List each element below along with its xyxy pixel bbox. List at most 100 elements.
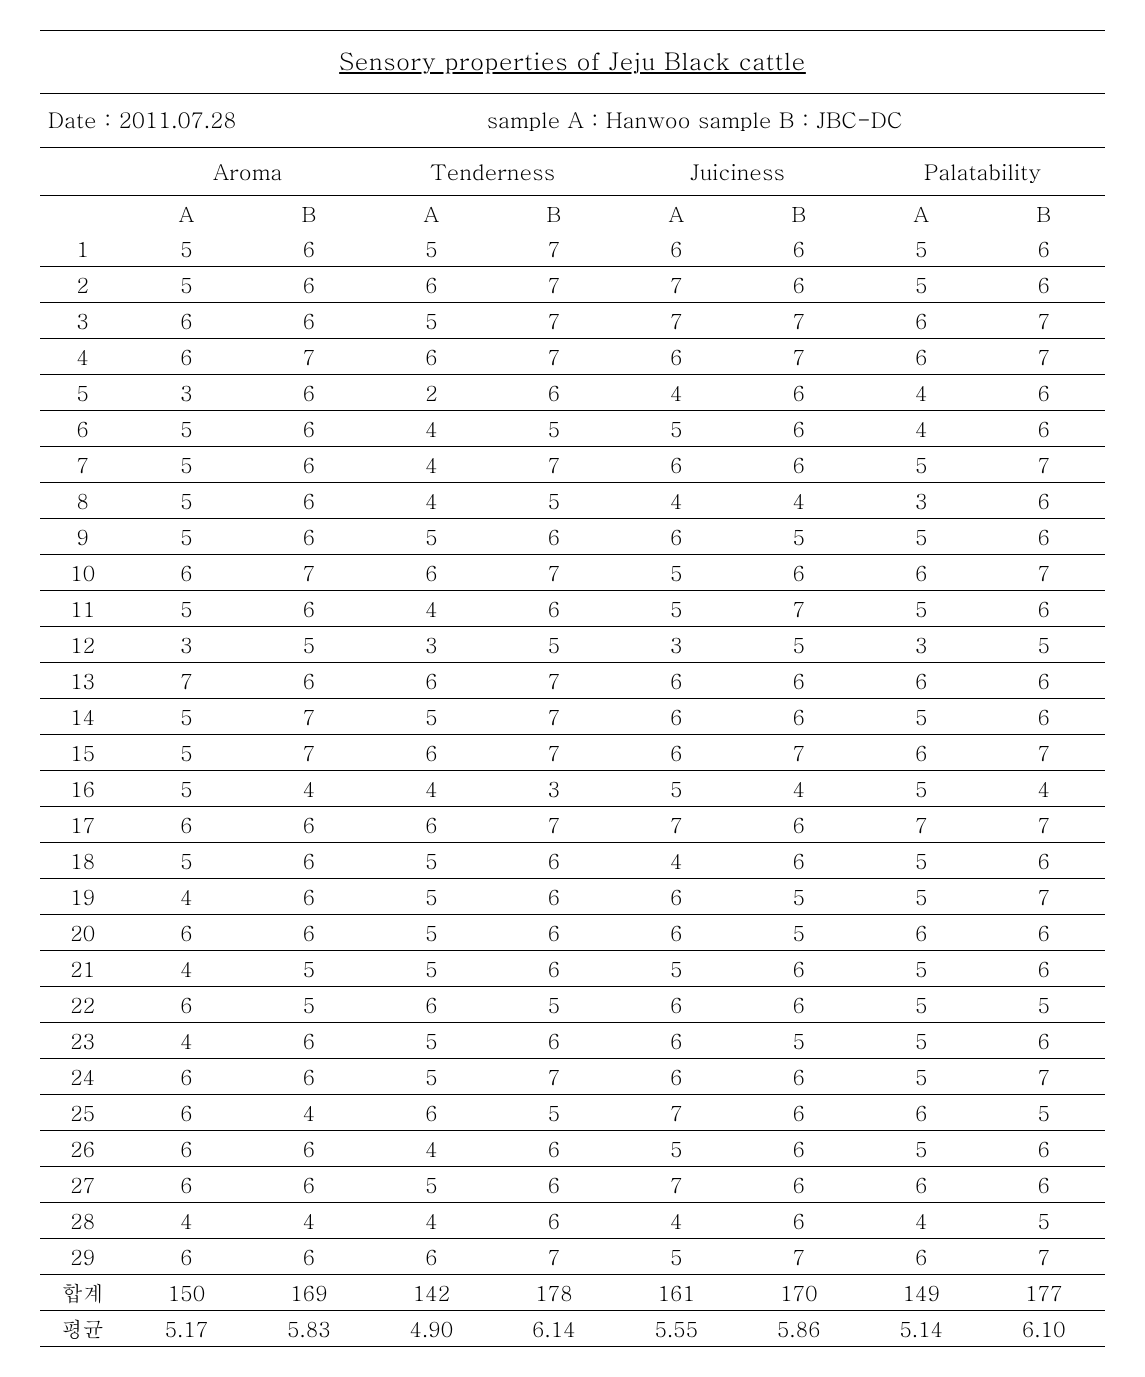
cell-value: 4 [370,1131,492,1167]
row-number: 3 [40,303,125,339]
cell-value: 6 [248,915,370,951]
cell-value: 6 [493,519,615,555]
cell-value: 7 [738,1239,860,1275]
cell-value: 6 [982,1131,1105,1167]
cell-value: 6 [493,375,615,411]
cell-value: 5 [125,771,247,807]
table-row: 256677656 [40,267,1105,303]
cell-value: 6 [248,591,370,627]
cell-value: 2 [370,375,492,411]
cell-value: 6 [248,483,370,519]
row-number: 2 [40,267,125,303]
cell-value: 6 [982,519,1105,555]
cell-value: 5 [493,1095,615,1131]
cell-value: 5 [125,843,247,879]
cell-value: 4 [370,447,492,483]
cell-value: 5 [370,915,492,951]
sum-value: 177 [982,1275,1105,1311]
table-row: 2466576657 [40,1059,1105,1095]
table-row: 2966675767 [40,1239,1105,1275]
cell-value: 5 [370,519,492,555]
cell-value: 5 [248,951,370,987]
cell-value: 4 [738,771,860,807]
cell-value: 6 [738,1095,860,1131]
cell-value: 6 [370,987,492,1023]
cell-value: 7 [493,447,615,483]
meta-row: Date : 2011.07.28 sample A : Hanwoo samp… [40,94,1105,148]
cell-value: 6 [738,951,860,987]
cell-value: 5 [738,627,860,663]
cell-value: 6 [738,1167,860,1203]
cell-value: 5 [493,987,615,1023]
cell-value: 4 [370,483,492,519]
cell-value: 4 [860,1203,982,1239]
cell-value: 6 [615,987,737,1023]
cell-value: 7 [125,663,247,699]
cell-value: 5 [125,267,247,303]
cell-value: 7 [615,303,737,339]
date-label: Date : 2011.07.28 [48,104,447,135]
cell-value: 5 [125,231,247,267]
avg-value: 5.83 [248,1311,370,1347]
cell-value: 5 [738,1023,860,1059]
cell-value: 7 [493,267,615,303]
cell-value: 4 [370,1203,492,1239]
avg-value: 5.55 [615,1311,737,1347]
cell-value: 7 [982,807,1105,843]
cell-value: 5 [860,1059,982,1095]
cell-value: 6 [982,663,1105,699]
cell-value: 7 [982,303,1105,339]
cell-value: 6 [738,1131,860,1167]
cell-value: 5 [370,951,492,987]
cell-value: 6 [860,303,982,339]
cell-value: 4 [248,1095,370,1131]
cell-value: 7 [982,447,1105,483]
cell-value: 6 [125,339,247,375]
cell-value: 5 [615,555,737,591]
cell-value: 4 [125,1023,247,1059]
cell-value: 6 [248,447,370,483]
cell-value: 5 [860,1131,982,1167]
cell-value: 7 [738,339,860,375]
cell-value: 6 [248,807,370,843]
subhead: A [615,196,737,232]
cell-value: 5 [615,1239,737,1275]
cell-value: 6 [125,1167,247,1203]
cell-value: 6 [493,1023,615,1059]
sum-value: 169 [248,1275,370,1311]
cell-value: 5 [370,303,492,339]
cell-value: 6 [615,519,737,555]
table-row: 2844464645 [40,1203,1105,1239]
cell-value: 6 [370,735,492,771]
subhead: A [860,196,982,232]
cell-value: 5 [248,987,370,1023]
row-number: 7 [40,447,125,483]
row-number: 12 [40,627,125,663]
cell-value: 6 [860,915,982,951]
cell-value: 7 [248,339,370,375]
cell-value: 7 [248,699,370,735]
cell-value: 6 [738,267,860,303]
cell-value: 6 [493,915,615,951]
subhead: A [370,196,492,232]
sum-row: 합계150169142178161170149177 [40,1275,1105,1311]
cell-value: 7 [493,699,615,735]
cell-value: 6 [982,1023,1105,1059]
cell-value: 6 [982,231,1105,267]
cell-value: 7 [493,735,615,771]
sum-value: 161 [615,1275,737,1311]
cell-value: 6 [125,1239,247,1275]
cell-value: 6 [615,879,737,915]
table-row: 1557676767 [40,735,1105,771]
cell-value: 7 [982,1239,1105,1275]
cell-value: 6 [248,231,370,267]
cell-value: 4 [738,483,860,519]
sensory-table: Aroma Tenderness Juiciness Palatability … [40,148,1105,1347]
cell-value: 3 [493,771,615,807]
avg-value: 5.17 [125,1311,247,1347]
row-number: 23 [40,1023,125,1059]
cell-value: 6 [982,267,1105,303]
cell-value: 5 [738,879,860,915]
cell-value: 6 [738,699,860,735]
cell-value: 6 [370,339,492,375]
